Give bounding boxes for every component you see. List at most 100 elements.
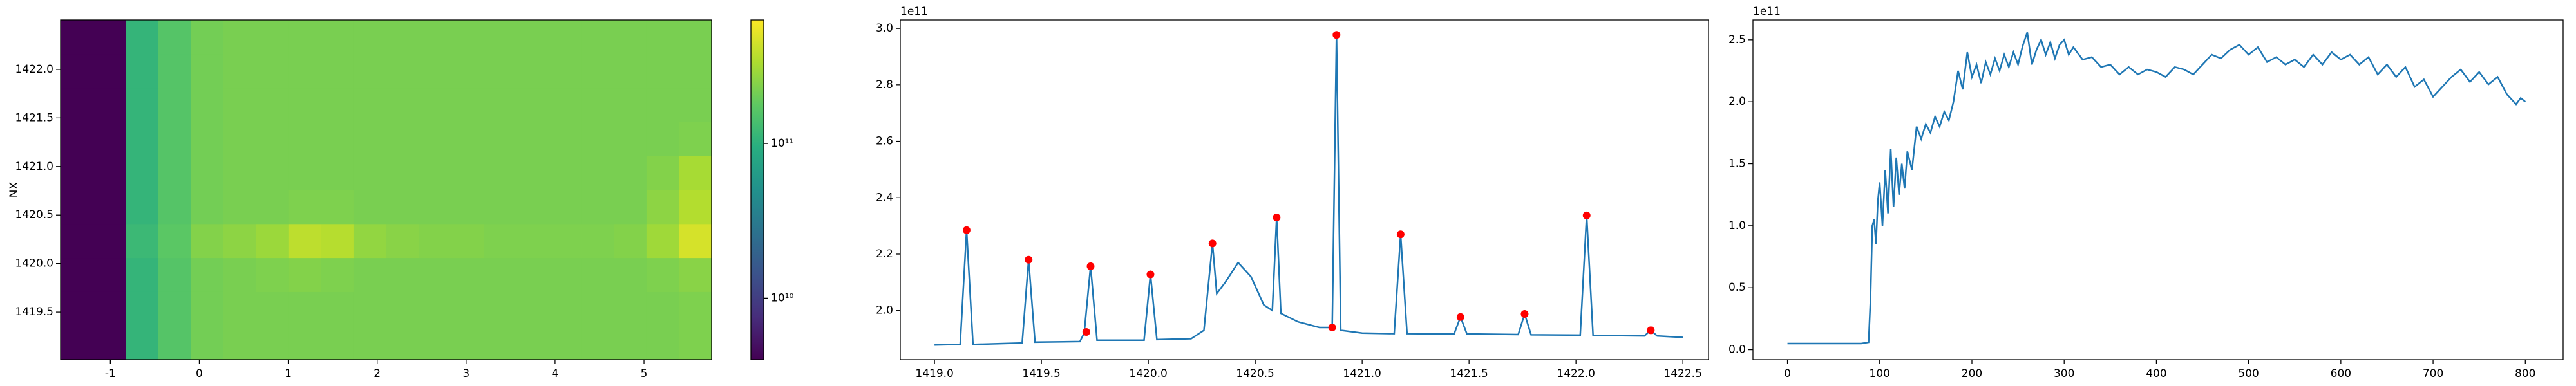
y-offset-label: 1e11 [900, 5, 928, 18]
x-tick-label: 500 [2238, 367, 2259, 380]
heatmap-cell [516, 257, 549, 292]
heatmap-cell [158, 122, 191, 156]
heatmap-cell [549, 223, 582, 259]
heatmap-cell [646, 122, 679, 156]
heatmap-cell [223, 156, 256, 190]
x-tick-label: 600 [2331, 367, 2351, 380]
heatmap-cell [288, 87, 321, 122]
heatmap-cell [679, 326, 712, 360]
heatmap-cell [191, 326, 224, 360]
heatmap-cell [158, 87, 191, 122]
heatmap-cell [126, 291, 159, 326]
heatmap-cell [191, 190, 224, 225]
heatmap-cell [191, 291, 224, 326]
heatmap-cell [321, 53, 354, 89]
heatmap-cell [516, 122, 549, 156]
x-tick-label: 5 [641, 367, 648, 380]
y-axis-label: NX [8, 181, 21, 198]
y-tick-label: 3.0 [876, 22, 893, 35]
peak-marker [1273, 213, 1281, 221]
heatmap-cell [288, 326, 321, 360]
heatmap-cell [516, 156, 549, 190]
heatmap-cell [288, 291, 321, 326]
peak-marker [1146, 270, 1155, 279]
heatmap-cell [451, 257, 484, 292]
x-tick-label: 1422.0 [1557, 367, 1595, 380]
heatmap-cell [288, 257, 321, 292]
heatmap-cell [158, 291, 191, 326]
heatmap-cell [321, 291, 354, 326]
heatmap-cell [223, 291, 256, 326]
heatmap-cell [679, 122, 712, 156]
peak-marker [1332, 31, 1341, 39]
heatmap-cell [516, 291, 549, 326]
x-tick-label: 300 [2054, 367, 2074, 380]
heatmap-cell [321, 326, 354, 360]
y-tick-label: 1420.5 [15, 208, 53, 221]
heatmap-cell [516, 87, 549, 122]
heatmap-cell [549, 326, 582, 360]
heatmap-cell [516, 20, 549, 55]
colorbar-tick-label: 10¹⁰ [771, 291, 793, 304]
heatmap-cell [451, 190, 484, 225]
heatmap-cell [581, 190, 614, 225]
heatmap-cell [451, 156, 484, 190]
heatmap-cell [126, 87, 159, 122]
x-tick-label: 4 [552, 367, 559, 380]
heatmap-cell [158, 53, 191, 89]
heatmap-cell [614, 326, 647, 360]
heatmap-cell [484, 291, 517, 326]
heatmap-cell [679, 257, 712, 292]
heatmap-cell [256, 257, 289, 292]
heatmap-cell [61, 87, 94, 122]
heatmap-cell [614, 291, 647, 326]
heatmap-cell [126, 156, 159, 190]
heatmap-cell [419, 326, 452, 360]
heatmap-cell [386, 190, 419, 225]
heatmap-cell [614, 223, 647, 259]
heatmap-cell [353, 257, 386, 292]
heatmap-cell [451, 53, 484, 89]
heatmap-cell [419, 53, 452, 89]
heatmap-cell [223, 326, 256, 360]
y-tick-label: 2.2 [876, 248, 893, 261]
heatmap-cell [223, 87, 256, 122]
heatmap-cell [256, 20, 289, 55]
heatmap-cell [549, 156, 582, 190]
heatmap-cell [484, 20, 517, 55]
y-tick-label: 2.0 [876, 304, 893, 317]
heatmap-cell [353, 53, 386, 89]
heatmap-cell [679, 190, 712, 225]
heatmap-cell [646, 291, 679, 326]
heatmap-cell [581, 326, 614, 360]
heatmap-cell [61, 190, 94, 225]
heatmap-cell [126, 122, 159, 156]
x-tick-label: 400 [2146, 367, 2166, 380]
heatmap-cell [191, 156, 224, 190]
y-tick-label: 0.0 [1728, 344, 1746, 356]
peak-marker [1456, 313, 1464, 321]
heatmap-cell [386, 156, 419, 190]
heatmap-cell [321, 122, 354, 156]
heatmap-cell [484, 223, 517, 259]
heatmap-cell [223, 53, 256, 89]
heatmap-cell [93, 326, 126, 360]
heatmap-cell [646, 326, 679, 360]
heatmap-cell [288, 53, 321, 89]
heatmap-cell [61, 53, 94, 89]
y-tick-label: 1422.0 [15, 63, 53, 76]
heatmap-cell [451, 223, 484, 259]
heatmap-cell [321, 223, 354, 259]
heatmap-cell [353, 291, 386, 326]
heatmap-cell [126, 190, 159, 225]
heatmap-cell [386, 257, 419, 292]
x-tick-label: 1420.0 [1129, 367, 1167, 380]
heatmap-cell [484, 122, 517, 156]
peak-marker [1582, 211, 1591, 219]
x-tick-label: 700 [2423, 367, 2443, 380]
heatmap-cell [93, 122, 126, 156]
heatmap-cell [126, 20, 159, 55]
heatmap-cell [549, 20, 582, 55]
peak-marker [1208, 239, 1217, 248]
